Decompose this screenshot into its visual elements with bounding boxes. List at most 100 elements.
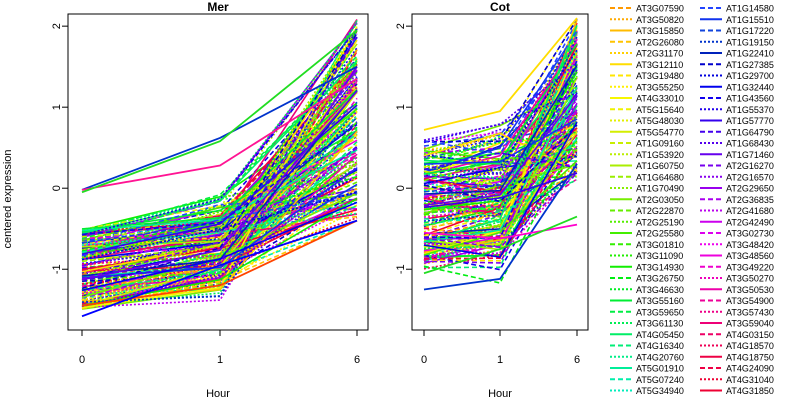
legend-entry-label: AT1G32440 xyxy=(726,82,774,92)
series-line xyxy=(423,138,578,223)
series-line-highlight xyxy=(81,29,358,194)
legend-entry-label: AT2G25580 xyxy=(636,229,684,239)
x-tick-label: 6 xyxy=(354,354,360,366)
legend-entry-label: AT3G55160 xyxy=(636,296,684,306)
series-line xyxy=(81,193,358,242)
series-line xyxy=(423,44,578,147)
legend-entry-label: AT3G26750 xyxy=(636,274,684,284)
series-line xyxy=(423,152,578,171)
panel-cot: Cot Hour -1 0 1 2 0 1 6 xyxy=(395,0,589,400)
y-tick-label: 1 xyxy=(395,104,407,110)
series-line xyxy=(423,50,578,177)
cot-x-axis: 0 1 6 xyxy=(421,330,580,366)
series-line xyxy=(423,115,578,171)
series-line xyxy=(423,84,578,193)
series-line xyxy=(81,212,358,260)
series-line xyxy=(81,184,358,283)
legend-entry-label: AT2G36835 xyxy=(726,195,774,205)
legend-entry-label: AT1G60750 xyxy=(636,161,684,171)
mer-plot-frame xyxy=(67,13,369,331)
legend-entry-label: AT3G46630 xyxy=(636,285,684,295)
series-line xyxy=(81,71,358,253)
y-tick-label: 2 xyxy=(51,23,63,29)
series-line xyxy=(423,119,578,250)
legend-entry-label: AT3G50530 xyxy=(726,285,774,295)
series-line xyxy=(423,68,578,224)
legend-entry-label: AT5G48030 xyxy=(636,116,684,126)
legend-entry-label: AT3G61130 xyxy=(636,319,683,329)
series-line xyxy=(423,131,578,248)
legend-entry-label: AT3G12110 xyxy=(636,60,683,70)
x-tick-label: 0 xyxy=(79,354,85,366)
series-line xyxy=(423,132,578,260)
series-line xyxy=(81,191,358,261)
mer-series-lines xyxy=(81,29,358,318)
legend-entry-label: AT1G27385 xyxy=(726,60,774,70)
panel-mer: Mer Hour -1 0 1 2 0 1 6 xyxy=(51,0,369,400)
legend-entry-label: AT4G05450 xyxy=(636,330,684,340)
series-line xyxy=(81,83,358,246)
cot-x-axis-label: Hour xyxy=(488,388,512,400)
legend-entry-label: AT4G20760 xyxy=(636,352,684,362)
series-line xyxy=(81,123,358,236)
legend-entry-label: AT3G49220 xyxy=(726,262,774,272)
y-tick-label: 0 xyxy=(395,185,407,191)
legend-entry-label: AT1G09160 xyxy=(636,139,684,149)
legend-entry-label: AT1G15510 xyxy=(726,15,774,25)
legend-entry-label: AT1G29700 xyxy=(726,71,774,81)
legend-entry-label: AT1G57770 xyxy=(726,116,774,126)
series-line xyxy=(423,129,578,237)
series-line xyxy=(81,192,358,299)
series-line-highlight xyxy=(423,17,578,131)
legend-entry-label: AT3G15850 xyxy=(636,26,684,36)
legend-entry-label: AT3G14930 xyxy=(636,262,684,272)
series-line xyxy=(423,49,578,185)
legend-entry-label: AT3G59040 xyxy=(726,319,774,329)
legend-entry-label: AT1G53920 xyxy=(636,150,684,160)
legend-entry-label: AT2G22870 xyxy=(636,206,684,216)
x-tick-label: 6 xyxy=(574,354,580,366)
legend-entry-label: AT1G64790 xyxy=(726,127,774,137)
legend-entry-label: AT5G54770 xyxy=(636,127,684,137)
mer-y-axis: -1 0 1 2 xyxy=(51,23,68,274)
series-line xyxy=(81,171,358,257)
cot-y-axis: -1 0 1 2 xyxy=(395,23,412,274)
series-line xyxy=(81,156,358,269)
series-line xyxy=(81,144,358,231)
y-tick-label: -1 xyxy=(51,264,63,274)
series-line xyxy=(81,197,358,307)
legend-entry-label: AT3G59650 xyxy=(636,307,684,317)
series-line xyxy=(423,121,578,259)
series-line xyxy=(423,36,578,222)
series-line xyxy=(81,130,358,277)
legend-entry-label: AT2G26080 xyxy=(636,37,684,47)
legend-entry-label: AT3G19480 xyxy=(636,71,684,81)
series-line xyxy=(81,36,358,281)
mer-panel-title: Mer xyxy=(207,0,229,14)
legend-entry-label: AT1G70490 xyxy=(636,184,684,194)
cot-background-lines xyxy=(423,18,578,284)
legend-entry-label: AT5G34940 xyxy=(636,386,684,396)
series-line xyxy=(81,201,358,246)
legend-entry-label: AT4G31040 xyxy=(726,375,774,385)
series-line xyxy=(81,154,358,262)
legend-entry-label: AT3G54900 xyxy=(726,296,774,306)
legend-entry-label: AT1G55370 xyxy=(726,105,774,115)
legend-entry-label: AT4G33010 xyxy=(636,94,684,104)
series-line xyxy=(423,18,578,143)
legend-entry-label: AT4G24090 xyxy=(726,364,774,374)
legend-entry-label: AT3G07590 xyxy=(636,4,684,14)
legend-entry-label: AT1G68430 xyxy=(726,139,774,149)
y-tick-label: 2 xyxy=(395,23,407,29)
legend-entry-label: AT2G29650 xyxy=(726,184,774,194)
legend-entry-label: AT1G64680 xyxy=(636,172,684,182)
series-line xyxy=(423,61,578,141)
series-line xyxy=(423,149,578,270)
series-line-highlight xyxy=(81,78,358,191)
legend-entry-label: AT5G15640 xyxy=(636,105,684,115)
legend-entry-label: AT2G16270 xyxy=(726,161,774,171)
legend-entry-label: AT2G25190 xyxy=(636,217,684,227)
legend-entry-label: AT3G55250 xyxy=(636,82,684,92)
